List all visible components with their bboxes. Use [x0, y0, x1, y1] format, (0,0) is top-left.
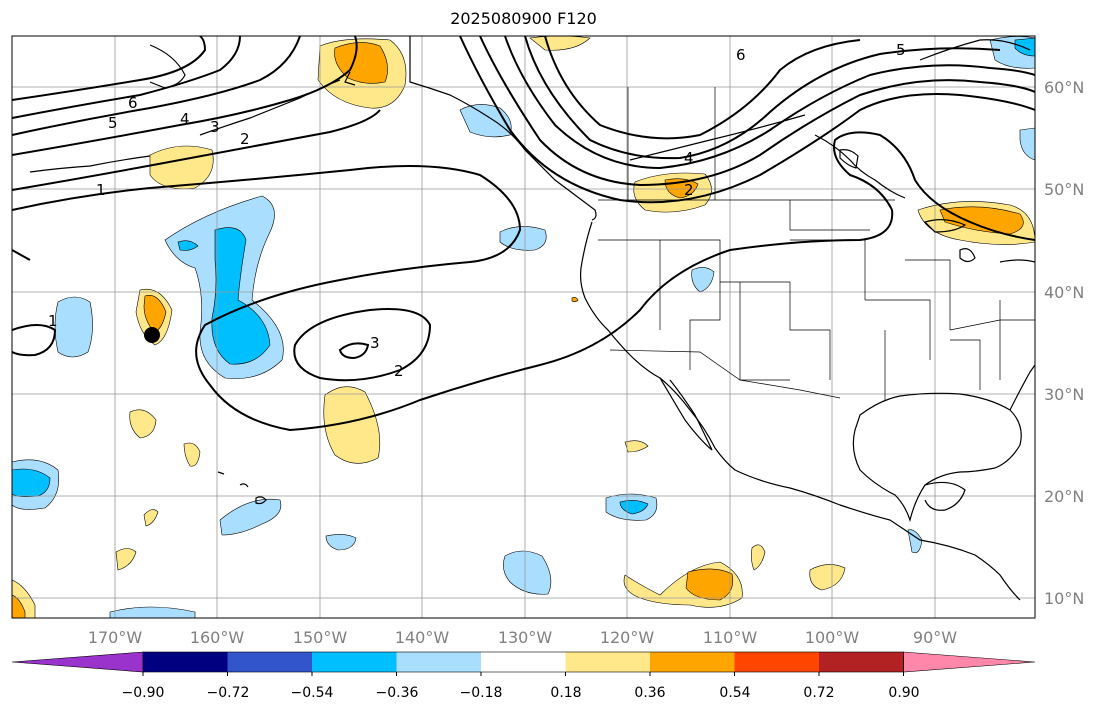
colorbar-tick-label: −0.36: [376, 685, 419, 701]
colorbar-labels: −0.90 −0.72 −0.54 −0.36 −0.18 0.18 0.36 …: [122, 685, 920, 701]
storm-center-marker: [144, 327, 160, 343]
positive-anomaly-small-4: [115, 548, 137, 571]
lat-label: 40°N: [1044, 283, 1084, 302]
lat-label: 10°N: [1044, 589, 1084, 608]
political-borders: [598, 87, 1035, 400]
contour-label: 3: [370, 334, 380, 352]
colorbar-segment: [734, 652, 820, 672]
lon-label: 170°W: [88, 628, 143, 647]
negative-anomaly-south: [503, 550, 552, 595]
contour-label: 4: [684, 149, 694, 167]
contour-label: 5: [108, 114, 118, 132]
colorbar-segment: [143, 652, 228, 672]
colorbar-tick-label: 0.54: [719, 685, 750, 701]
contour-label: 1: [96, 181, 106, 199]
positive-anomaly-left-core: [143, 295, 167, 333]
contour-label: 1: [48, 312, 58, 330]
colorbar-segment: [819, 652, 904, 672]
positive-anomaly-south-central: [323, 386, 381, 464]
positive-anomaly-small-3: [143, 509, 159, 527]
lat-label: 60°N: [1044, 78, 1084, 97]
negative-anomaly-nevada: [691, 267, 715, 293]
colorbar-tick-label: −0.18: [460, 685, 503, 701]
negative-anomaly-small-5: [325, 534, 357, 551]
colorbar-extend-max: [903, 651, 1036, 673]
colorbar-tick-label: −0.72: [207, 685, 250, 701]
contour-label: 2: [394, 362, 404, 380]
colorbar-outline: [142, 651, 904, 673]
colorbar-segment: [312, 652, 397, 672]
negative-anomaly-hawaii: [219, 498, 282, 536]
positive-anomaly-tiny: [571, 297, 579, 303]
colorbar-tick-label: −0.90: [122, 685, 165, 701]
lon-label: 150°W: [293, 628, 348, 647]
contour-label: 2: [240, 130, 250, 148]
longitude-labels: 170°W 160°W 150°W 140°W 130°W 120°W 110°…: [88, 628, 957, 647]
colorbar-segment: [396, 652, 482, 672]
positive-anomaly-small-1: [129, 409, 157, 439]
colorbar-segment: [481, 652, 566, 672]
lon-label: 140°W: [395, 628, 450, 647]
colorbar-tick-label: 0.90: [888, 685, 919, 701]
lon-label: 110°W: [703, 628, 758, 647]
lat-label: 50°N: [1044, 180, 1084, 199]
lon-label: 160°W: [190, 628, 245, 647]
positive-anomaly-great-lakes-core: [939, 206, 1024, 235]
contour-label: 6: [736, 46, 746, 64]
negative-anomaly-panhandle: [459, 104, 512, 138]
positive-anomaly-small-2: [183, 442, 201, 467]
negative-anomaly-central-core: [211, 227, 271, 365]
lon-label: 90°W: [913, 628, 957, 647]
positive-anomaly-small-8: [809, 564, 846, 591]
map-frame: [11, 35, 1036, 619]
contour-label: 3: [210, 118, 220, 136]
contour-label: 6: [128, 94, 138, 112]
contour-lines: [12, 36, 1035, 432]
lon-label: 130°W: [498, 628, 553, 647]
positive-anomaly-small-6: [624, 440, 649, 453]
positive-anomaly-small-7: [751, 544, 766, 571]
latitude-labels: 60°N 50°N 40°N 30°N 20°N 10°N: [1044, 78, 1084, 608]
coastlines: [29, 36, 1035, 601]
lat-label: 20°N: [1044, 487, 1084, 506]
lat-label: 30°N: [1044, 385, 1084, 404]
colorbar-tick-label: 0.36: [634, 685, 665, 701]
colorbar: [11, 651, 1036, 676]
lon-label: 100°W: [805, 628, 860, 647]
negative-anomaly-bottom: [109, 606, 196, 618]
colorbar-segment: [227, 652, 313, 672]
colorbar-tick-label: −0.54: [291, 685, 334, 701]
colorbar-extend-min: [11, 651, 144, 673]
colorbar-segment: [565, 652, 651, 672]
contour-label: 5: [896, 41, 906, 59]
negative-anomaly-left: [54, 296, 93, 358]
colorbar-tick-label: 0.72: [803, 685, 834, 701]
contour-label-group: 6 5 4 3 2 1 3 2 1 2 4 6 5: [48, 41, 906, 380]
negative-anomaly-small-core: [177, 240, 199, 251]
lon-label: 120°W: [600, 628, 655, 647]
graticule: [12, 36, 1035, 618]
contour-label: 4: [180, 110, 190, 128]
contour-label: 2: [684, 181, 694, 199]
colorbar-segment: [650, 652, 735, 672]
positive-anomaly-bottom-left-core: [12, 594, 26, 618]
map-title: 2025080900 F120: [450, 9, 597, 28]
colorbar-tick-label: 0.18: [550, 685, 581, 701]
